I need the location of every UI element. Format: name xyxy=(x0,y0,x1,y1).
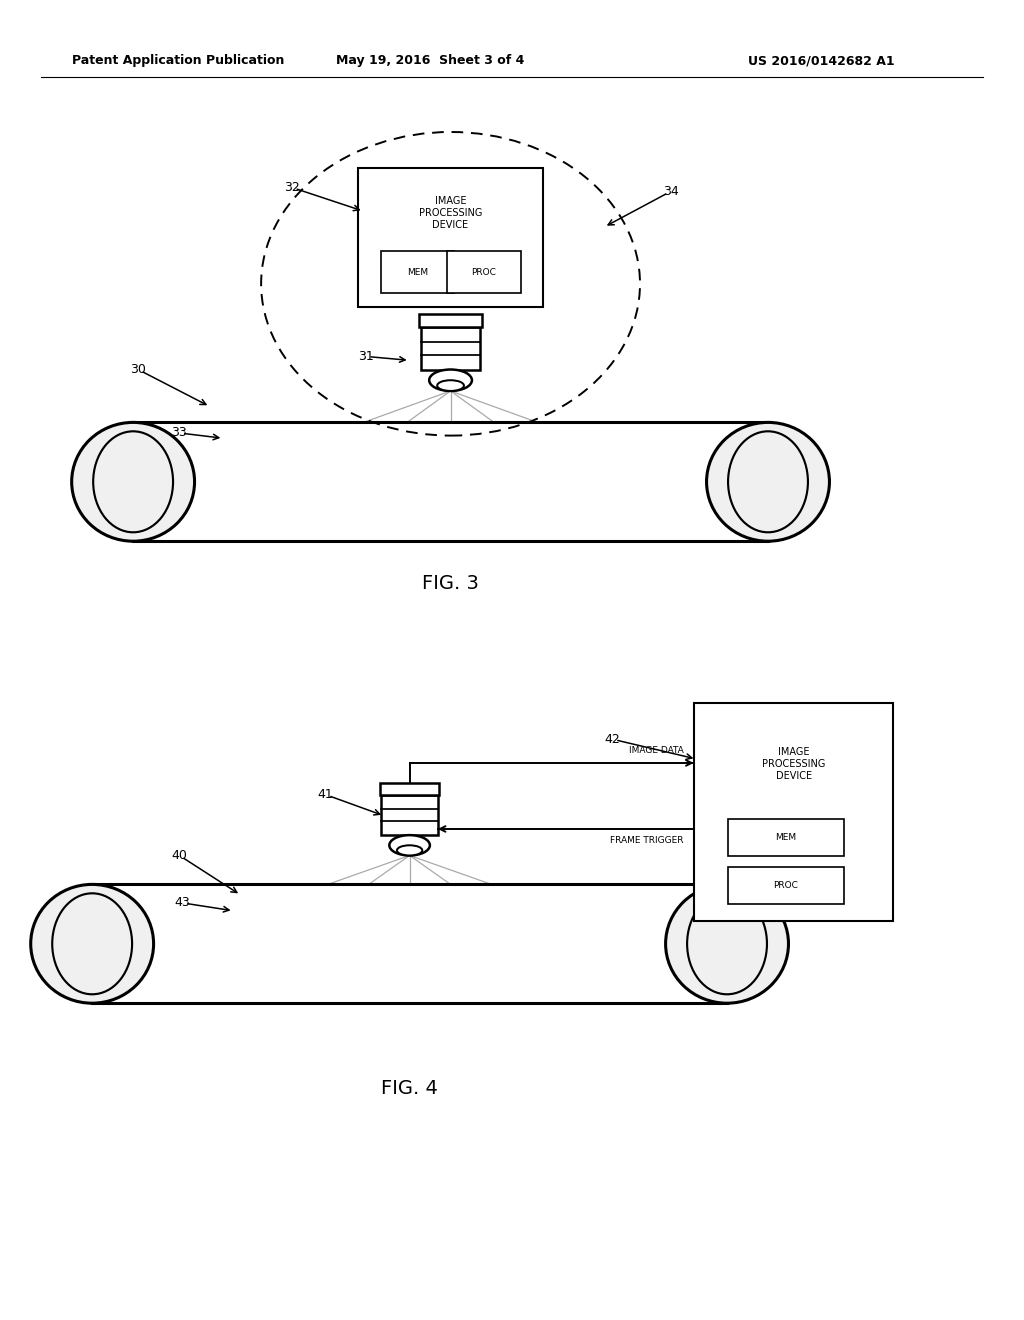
Text: 43: 43 xyxy=(174,896,190,909)
Text: IMAGE
PROCESSING
DEVICE: IMAGE PROCESSING DEVICE xyxy=(419,195,482,230)
Bar xyxy=(728,820,844,857)
Bar xyxy=(381,252,455,293)
Bar xyxy=(358,169,543,308)
Ellipse shape xyxy=(666,884,788,1003)
Text: 41: 41 xyxy=(317,788,334,801)
Bar xyxy=(694,702,893,921)
Text: Patent Application Publication: Patent Application Publication xyxy=(72,54,284,67)
Text: 33: 33 xyxy=(171,426,187,440)
Ellipse shape xyxy=(72,422,195,541)
Text: IMAGE DATA: IMAGE DATA xyxy=(629,746,684,755)
Text: 32: 32 xyxy=(284,181,300,194)
Text: FIG. 3: FIG. 3 xyxy=(422,574,479,593)
Bar xyxy=(420,314,481,327)
Text: May 19, 2016  Sheet 3 of 4: May 19, 2016 Sheet 3 of 4 xyxy=(336,54,524,67)
Ellipse shape xyxy=(707,422,829,541)
Ellipse shape xyxy=(437,380,464,391)
Text: MEM: MEM xyxy=(775,833,797,842)
Text: 34: 34 xyxy=(663,185,679,198)
Text: 30: 30 xyxy=(130,363,146,376)
Text: PROC: PROC xyxy=(773,882,798,891)
Text: FRAME TRIGGER: FRAME TRIGGER xyxy=(610,836,684,845)
Bar xyxy=(380,783,439,795)
Text: US 2016/0142682 A1: US 2016/0142682 A1 xyxy=(748,54,894,67)
Ellipse shape xyxy=(389,836,430,855)
Ellipse shape xyxy=(397,845,422,855)
Ellipse shape xyxy=(429,370,472,391)
Text: IMAGE
PROCESSING
DEVICE: IMAGE PROCESSING DEVICE xyxy=(762,747,825,781)
Text: PROC: PROC xyxy=(471,268,497,277)
Text: FIG. 4: FIG. 4 xyxy=(381,1080,438,1098)
Text: 42: 42 xyxy=(604,733,621,746)
Bar xyxy=(446,252,520,293)
Text: 31: 31 xyxy=(357,350,374,363)
Bar xyxy=(421,327,480,370)
Bar xyxy=(728,867,844,904)
Text: MEM: MEM xyxy=(407,268,428,277)
Bar xyxy=(381,795,438,836)
Text: 40: 40 xyxy=(171,849,187,862)
Ellipse shape xyxy=(31,884,154,1003)
